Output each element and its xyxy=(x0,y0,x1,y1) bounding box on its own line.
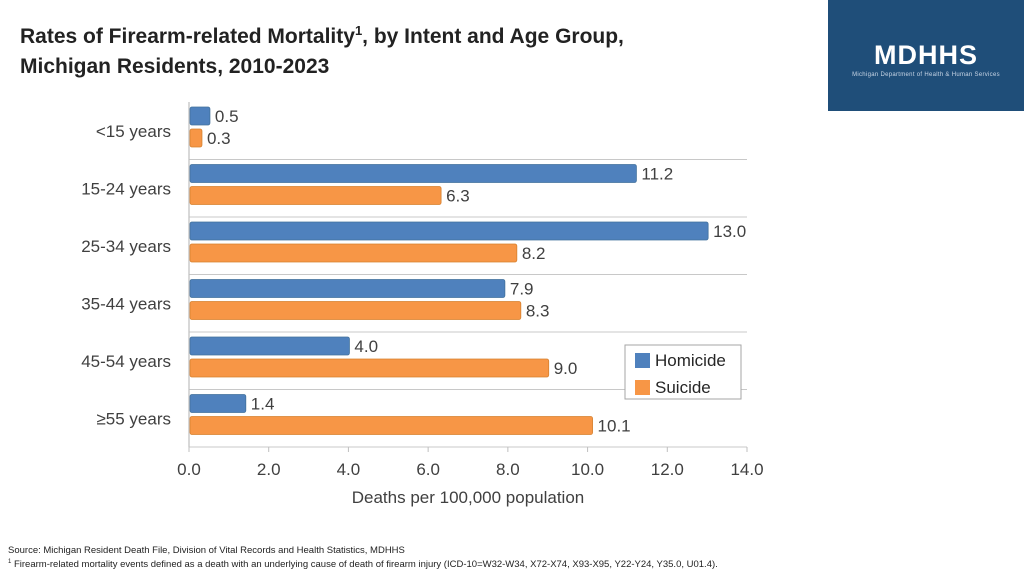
bar-homicide xyxy=(189,394,247,413)
title-text-cont: , by Intent and Age Group, xyxy=(362,25,624,48)
data-label: 0.3 xyxy=(207,129,231,148)
bar-homicide xyxy=(189,106,211,126)
chart-title: Rates of Firearm-related Mortality1, by … xyxy=(20,16,810,82)
logo-subtitle: Michigan Department of Health & Human Se… xyxy=(852,72,1000,78)
data-label: 8.2 xyxy=(522,244,546,263)
legend-swatch-homicide xyxy=(635,353,650,368)
legend-swatch-suicide xyxy=(635,380,650,395)
data-label: 6.3 xyxy=(446,187,470,206)
bar-homicide xyxy=(189,279,506,298)
x-tick-label: 14.0 xyxy=(730,460,763,479)
data-label: 1.4 xyxy=(251,395,275,414)
source-note: Source: Michigan Resident Death File, Di… xyxy=(8,545,405,556)
bar-chart: 0.0 2.0 4.0 6.0 8.0 10.0 12.0 14.0 Deaths per 10… xyxy=(81,102,764,507)
data-label: 11.2 xyxy=(641,165,673,184)
category-label: 35-44 years xyxy=(81,294,171,313)
data-label: 8.3 xyxy=(526,302,550,321)
x-tick-label: 4.0 xyxy=(337,460,361,479)
title-text: Rates of Firearm-related Mortality xyxy=(20,25,355,48)
x-tick-label: 2.0 xyxy=(257,460,281,479)
category-label: 15-24 years xyxy=(81,179,171,198)
mdhhs-logo: MDHHS Michigan Department of Health & Hu… xyxy=(828,0,1024,111)
footnote-mark: 1 xyxy=(8,559,12,565)
title-line-2: Michigan Residents, 2010-2023 xyxy=(20,55,330,78)
logo-text: MDHHS xyxy=(874,40,978,70)
bar-homicide xyxy=(189,164,637,183)
data-label: 9.0 xyxy=(554,359,578,378)
x-tick-label: 8.0 xyxy=(496,460,520,479)
category-label: 25-34 years xyxy=(81,237,171,256)
bar-suicide xyxy=(189,243,518,263)
x-axis-title: Deaths per 100,000 population xyxy=(352,488,585,507)
bar-suicide xyxy=(189,128,203,148)
x-tick-label: 0.0 xyxy=(177,460,201,479)
bar-suicide xyxy=(189,301,522,320)
data-label: 10.1 xyxy=(598,417,631,436)
x-tick-label: 10.0 xyxy=(571,460,604,479)
category-label: ≥55 years xyxy=(96,409,171,428)
legend-label: Homicide xyxy=(655,351,726,370)
data-label: 7.9 xyxy=(510,280,534,299)
category-label: 45-54 years xyxy=(81,352,171,371)
category-label: <15 years xyxy=(96,122,171,141)
footnote: 1 Firearm-related mortality events defin… xyxy=(8,559,718,570)
legend-label: Suicide xyxy=(655,378,711,397)
bar-homicide xyxy=(189,336,350,356)
bar-suicide xyxy=(189,186,442,205)
x-tick-label: 12.0 xyxy=(651,460,684,479)
footnote-text: Firearm-related mortality events defined… xyxy=(11,559,718,571)
title-footnote-mark: 1 xyxy=(354,23,363,38)
data-label: 0.5 xyxy=(215,107,239,126)
data-label: 4.0 xyxy=(354,337,378,356)
data-label: 13.0 xyxy=(713,222,746,241)
bar-suicide xyxy=(189,358,550,378)
x-tick-label: 6.0 xyxy=(416,460,440,479)
bar-homicide xyxy=(189,221,709,241)
bar-suicide xyxy=(189,416,593,435)
